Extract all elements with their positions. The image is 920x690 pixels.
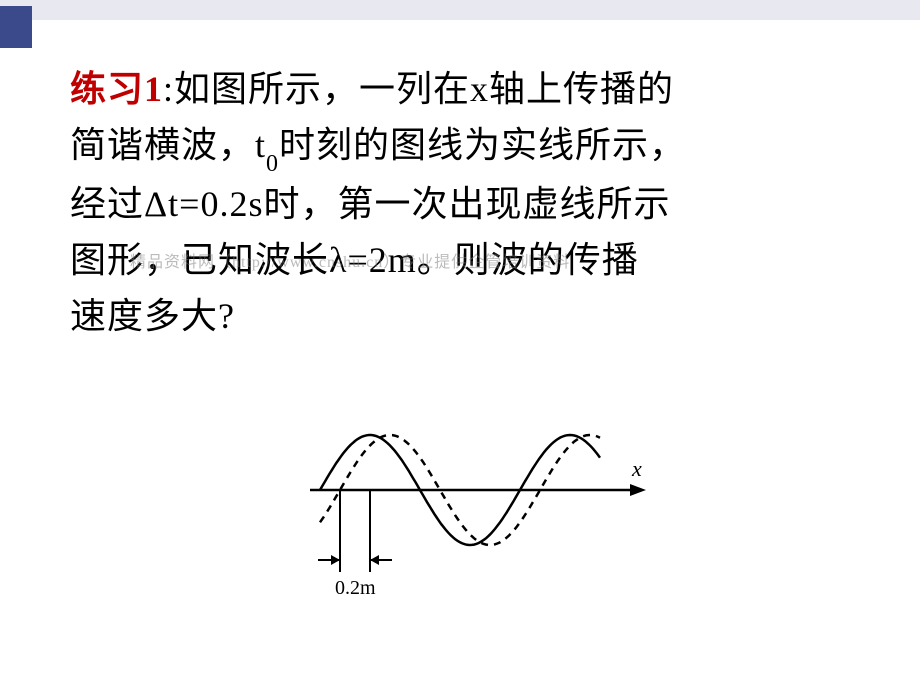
line5: 速度多大? <box>70 289 860 345</box>
line2b: 时刻的图线为实线所示， <box>279 125 686 165</box>
wave-figure: x 0.2m <box>300 410 660 620</box>
line2: 简谐横波，t0时刻的图线为实线所示， <box>70 118 860 177</box>
top-bar <box>0 0 920 20</box>
line3: 经过Δt=0.2s时，第一次出现虚线所示 <box>70 177 860 233</box>
corner-decoration <box>0 6 32 48</box>
exercise-label: 练习1 <box>70 69 163 109</box>
wave-svg: x 0.2m <box>300 410 660 620</box>
svg-text:0.2m: 0.2m <box>335 577 376 599</box>
separator: : <box>163 69 174 109</box>
subscript-0: 0 <box>266 151 279 177</box>
line2a: 简谐横波，t <box>70 125 266 165</box>
paragraph: 练习1:如图所示，一列在x轴上传播的 <box>70 62 860 118</box>
slide-content: 练习1:如图所示，一列在x轴上传播的 简谐横波，t0时刻的图线为实线所示， 经过… <box>70 62 860 345</box>
svg-text:x: x <box>631 456 642 481</box>
watermark-text: 精品资料网（http://www.cnshu.cn）专业提供企管培训资料 <box>130 248 570 272</box>
line1-rest: 如图所示，一列在x轴上传播的 <box>174 69 674 109</box>
